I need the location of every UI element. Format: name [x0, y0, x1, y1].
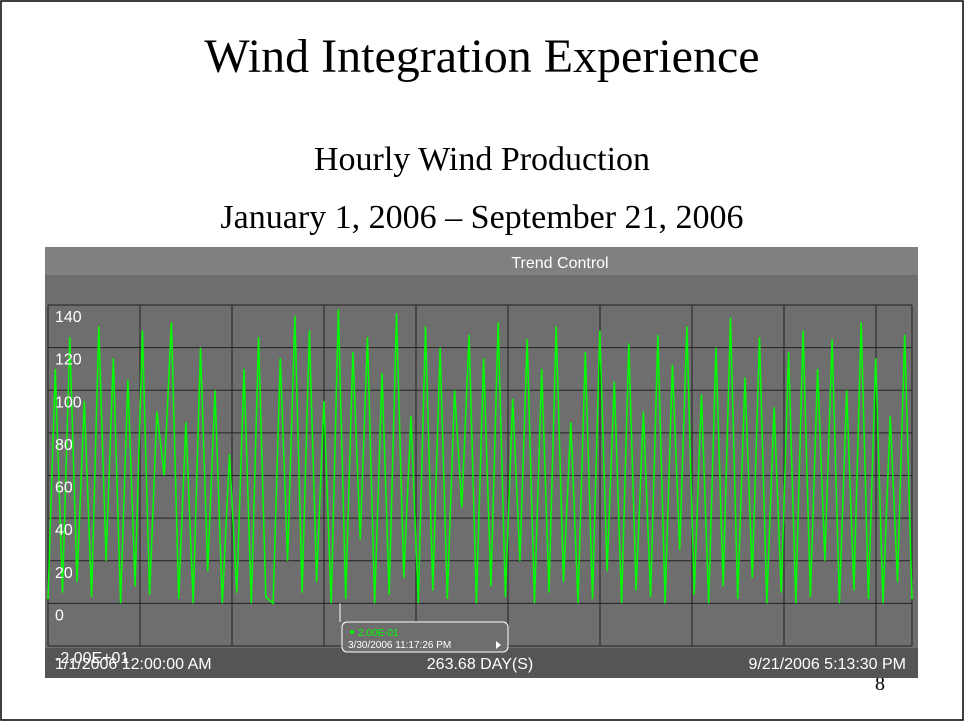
y-tick-label: 140: [55, 309, 82, 326]
trend-line: [47, 309, 913, 606]
span-label: 263.68 DAY(S): [427, 656, 533, 673]
tooltip-dot: [350, 630, 354, 634]
y-tick-label: -2.00E+01: [55, 650, 129, 667]
plot: [47, 304, 913, 647]
start-label: 1/1/2006 12:00:00 AM: [55, 656, 212, 673]
title-bar: [45, 247, 918, 275]
slide-subtitle: Hourly Wind Production: [314, 141, 650, 178]
page-number: 8: [875, 673, 885, 695]
y-tick-label: 100: [55, 394, 82, 411]
y-tick-label: 40: [55, 522, 73, 539]
chart-title: Trend Control: [511, 255, 608, 272]
y-tick-label: 20: [55, 565, 73, 582]
y-tick-label: 120: [55, 352, 82, 369]
tooltip-time: 3/30/2006 11:17:26 PM: [348, 640, 451, 651]
footer-bar: [45, 648, 918, 678]
end-label: 9/21/2006 5:13:30 PM: [749, 656, 906, 673]
date-range: January 1, 2006 – September 21, 2006: [220, 199, 743, 236]
tooltip-arrow: [496, 641, 501, 649]
slide-title: Wind Integration Experience: [204, 30, 759, 83]
y-tick-label: 80: [55, 437, 73, 454]
chart-background: [45, 247, 918, 678]
tooltip: [341, 621, 509, 653]
tooltip-value: 2.00E-01: [358, 628, 399, 639]
y-tick-label: 60: [55, 480, 73, 497]
trend-control: Trend Control 1/1/2006 12:00:00 AM 263.6…: [45, 247, 918, 678]
y-tick-label: 0: [55, 607, 64, 624]
